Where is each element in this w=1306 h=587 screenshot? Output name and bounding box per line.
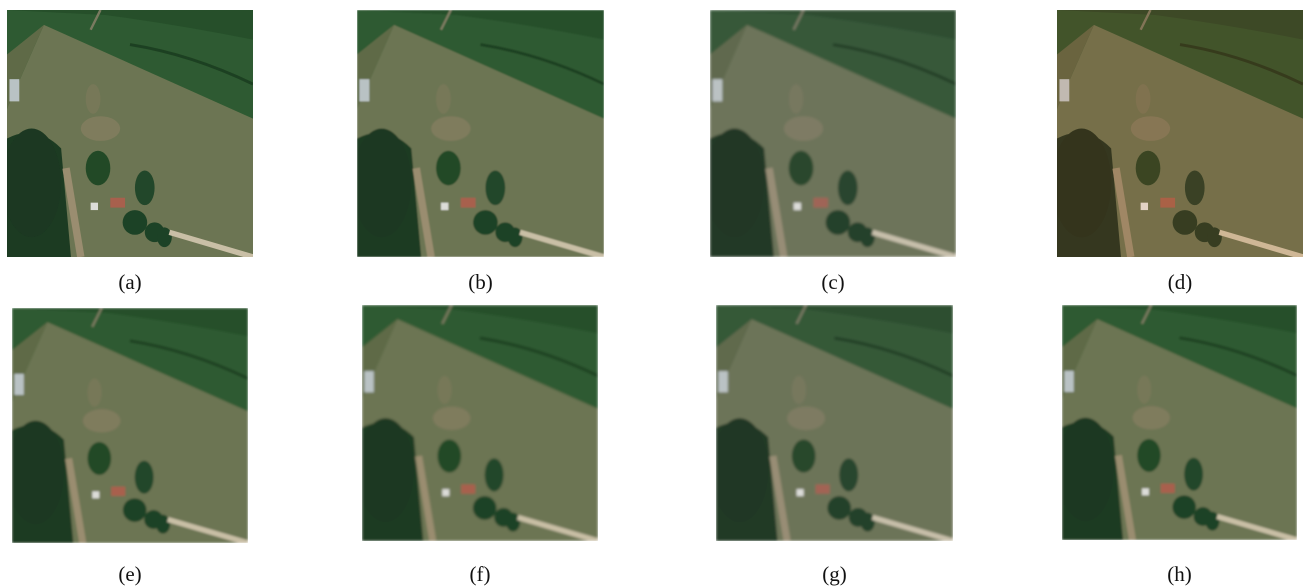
panel-caption: (g) bbox=[775, 562, 895, 587]
aerial-image bbox=[710, 10, 956, 257]
panel-caption: (e) bbox=[70, 562, 190, 587]
aerial-image bbox=[357, 10, 604, 257]
aerial-image bbox=[362, 305, 598, 541]
panel-caption: (a) bbox=[70, 270, 190, 295]
aerial-image bbox=[1062, 305, 1297, 540]
aerial-image bbox=[12, 308, 248, 543]
aerial-image bbox=[7, 10, 253, 257]
panel-caption: (c) bbox=[773, 270, 893, 295]
panel-caption: (d) bbox=[1120, 270, 1240, 295]
panel-caption: (b) bbox=[421, 270, 541, 295]
panel-caption: (f) bbox=[420, 562, 540, 587]
aerial-image bbox=[1057, 10, 1303, 257]
aerial-image bbox=[716, 305, 953, 541]
figure-page: {"figure": {"panels": [ {"caption": "(a)… bbox=[0, 0, 1306, 586]
panel-caption: (h) bbox=[1120, 562, 1240, 587]
